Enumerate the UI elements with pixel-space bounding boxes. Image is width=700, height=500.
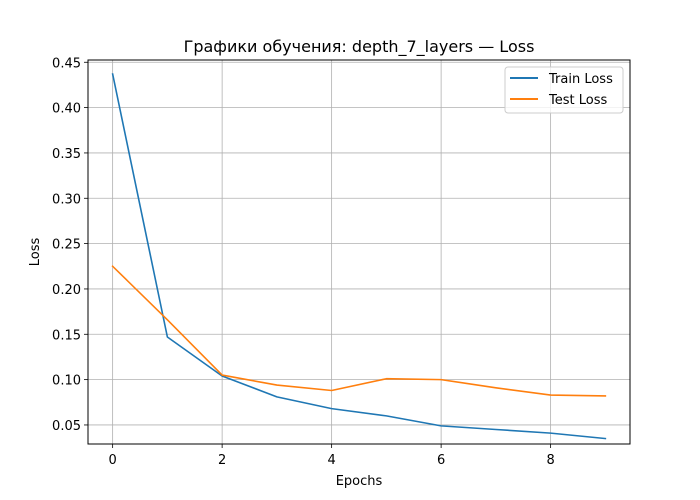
legend-label-test-loss: Test Loss: [548, 93, 607, 108]
y-axis-label: Loss: [28, 238, 43, 267]
legend-label-train-loss: Train Loss: [548, 72, 613, 87]
grid: [88, 60, 630, 444]
chart-title: Графики обучения: depth_7_layers — Loss: [184, 37, 535, 57]
x-axis-ticks: 0 2 4 6 8: [108, 444, 555, 468]
y-tick-label: 0.30: [52, 192, 81, 207]
x-tick-label: 2: [218, 453, 226, 468]
x-tick-label: 0: [108, 453, 116, 468]
x-tick-label: 4: [327, 453, 335, 468]
y-tick-label: 0.40: [52, 102, 81, 117]
x-tick-label: 6: [437, 453, 445, 468]
y-tick-label: 0.10: [52, 374, 81, 389]
y-tick-label: 0.45: [52, 56, 81, 71]
y-tick-label: 0.15: [52, 328, 81, 343]
legend: Train Loss Test Loss: [504, 66, 624, 114]
y-tick-label: 0.35: [52, 147, 81, 162]
plot-frame: [87, 59, 631, 445]
y-axis-ticks: 0.05 0.10 0.15 0.20 0.25 0.30 0.35 0.40 0.45: [52, 56, 88, 434]
series-line-train-loss: [111, 73, 607, 440]
series-lines: [111, 73, 607, 440]
x-axis-label: Epochs: [336, 474, 383, 489]
y-tick-label: 0.20: [52, 283, 81, 298]
y-tick-label: 0.05: [52, 419, 81, 434]
series-line-test-loss: [111, 265, 607, 397]
y-tick-label: 0.25: [52, 238, 81, 253]
x-tick-label: 8: [546, 453, 554, 468]
